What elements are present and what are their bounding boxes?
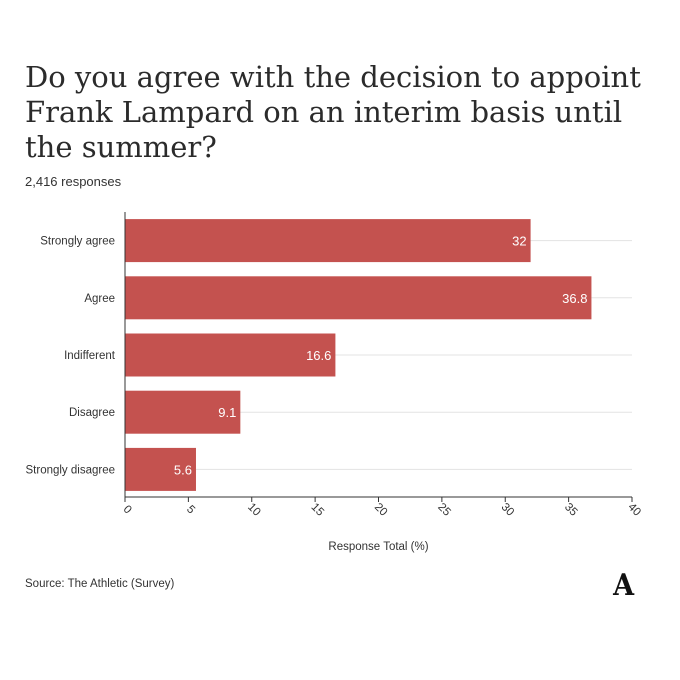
x-tick-label: 15	[308, 501, 326, 519]
x-tick-label: 0	[121, 503, 134, 516]
x-tick-label: 10	[245, 501, 263, 519]
category-label: Agree	[84, 293, 115, 305]
x-tick-label: 35	[562, 501, 580, 519]
category-label: Indifferent	[64, 350, 116, 362]
category-label: Strongly agree	[40, 236, 115, 248]
bar-value-label: 36.8	[562, 291, 587, 306]
x-axis-label: Response Total (%)	[328, 541, 428, 553]
bar-value-label: 16.6	[306, 348, 331, 363]
x-tick-label: 25	[435, 501, 453, 519]
chart-subtitle: 2,416 responses	[25, 174, 122, 189]
chart-title: Do you agree with the decision to appoin…	[25, 60, 641, 164]
x-tick-label: 30	[499, 501, 517, 519]
bar	[125, 447, 196, 491]
bar	[125, 276, 592, 320]
x-tick-label: 5	[184, 503, 197, 516]
category-label: Disagree	[69, 407, 115, 419]
category-label: Strongly disagree	[26, 464, 116, 476]
bar	[125, 390, 241, 434]
source-note: Source: The Athletic (Survey)	[25, 578, 175, 590]
the-athletic-logo: A	[613, 568, 635, 603]
x-tick-label: 20	[372, 501, 390, 519]
bar-value-label: 32	[512, 234, 526, 249]
bar-value-label: 9.1	[218, 405, 236, 420]
x-tick-label: 40	[625, 501, 643, 519]
bar	[125, 333, 336, 377]
bar-value-label: 5.6	[174, 462, 192, 477]
bar	[125, 219, 531, 263]
bar-chart: 32 Strongly agree 36.8 Agree 16.6 Indifferent…	[26, 212, 643, 553]
